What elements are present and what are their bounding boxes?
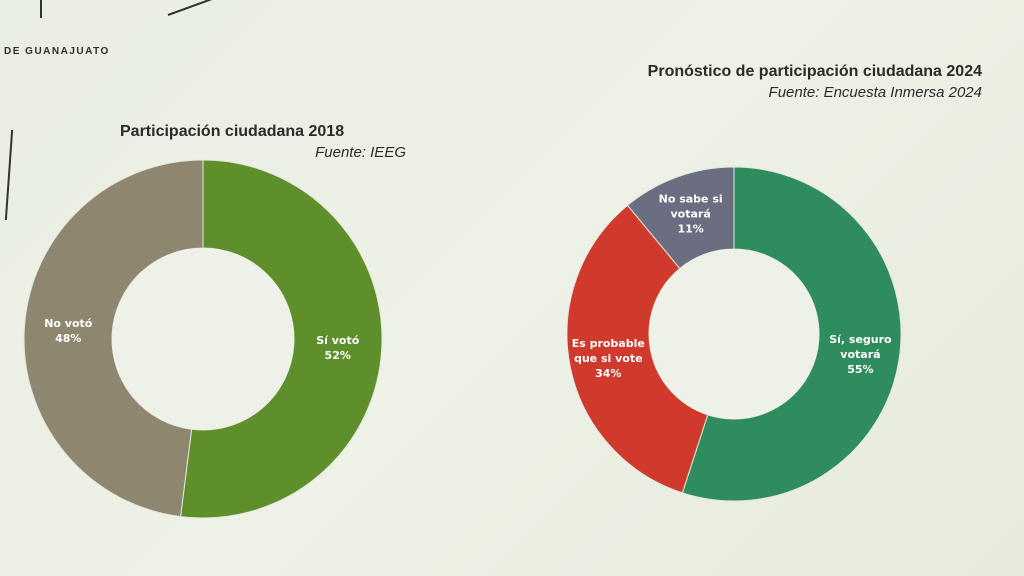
decor-line — [167, 0, 221, 16]
slice-label: Es probable que si vote 34% — [572, 337, 645, 380]
slice-name: que si vote — [574, 352, 643, 365]
donut-chart-2024: Sí, seguro votará 55% Es probable que si vot… — [566, 166, 902, 502]
slice-name: No votó — [44, 317, 93, 330]
slice-label: No sabe si votará 11% — [659, 193, 723, 236]
slice-label: No votó 48% — [44, 317, 93, 345]
slice-name: Sí votó — [316, 334, 360, 347]
slice-percent: 48% — [55, 332, 81, 345]
slice-name: votará — [671, 208, 711, 221]
chart-2018-title: Participación ciudadana 2018 — [120, 123, 345, 140]
decor-line — [40, 0, 42, 18]
slice-percent: 34% — [595, 367, 621, 380]
chart-2024-source: Fuente: Encuesta Inmersa 2024 — [768, 84, 982, 101]
slice-percent: 11% — [677, 223, 703, 236]
donut-hole — [649, 249, 819, 419]
slice-name: No sabe si — [659, 193, 723, 206]
chart-2018-source: Fuente: IEEG — [315, 144, 406, 161]
slice-label: Sí, seguro votará 55% — [829, 333, 892, 376]
chart-2024-title: Pronóstico de participación ciudadana 20… — [647, 63, 982, 80]
donut-chart-2018: Sí votó 52% No votó 48% — [23, 159, 383, 519]
decor-line — [4, 130, 14, 220]
slice-name: Es probable — [572, 337, 645, 350]
slice-name: votará — [840, 348, 880, 361]
slice-label: Sí votó 52% — [316, 334, 360, 362]
org-header: DE GUANAJUATO — [4, 46, 110, 57]
slice-name: Sí, seguro — [829, 333, 892, 346]
slice-percent: 52% — [325, 349, 351, 362]
slice-percent: 55% — [847, 363, 873, 376]
donut-hole — [112, 248, 294, 430]
